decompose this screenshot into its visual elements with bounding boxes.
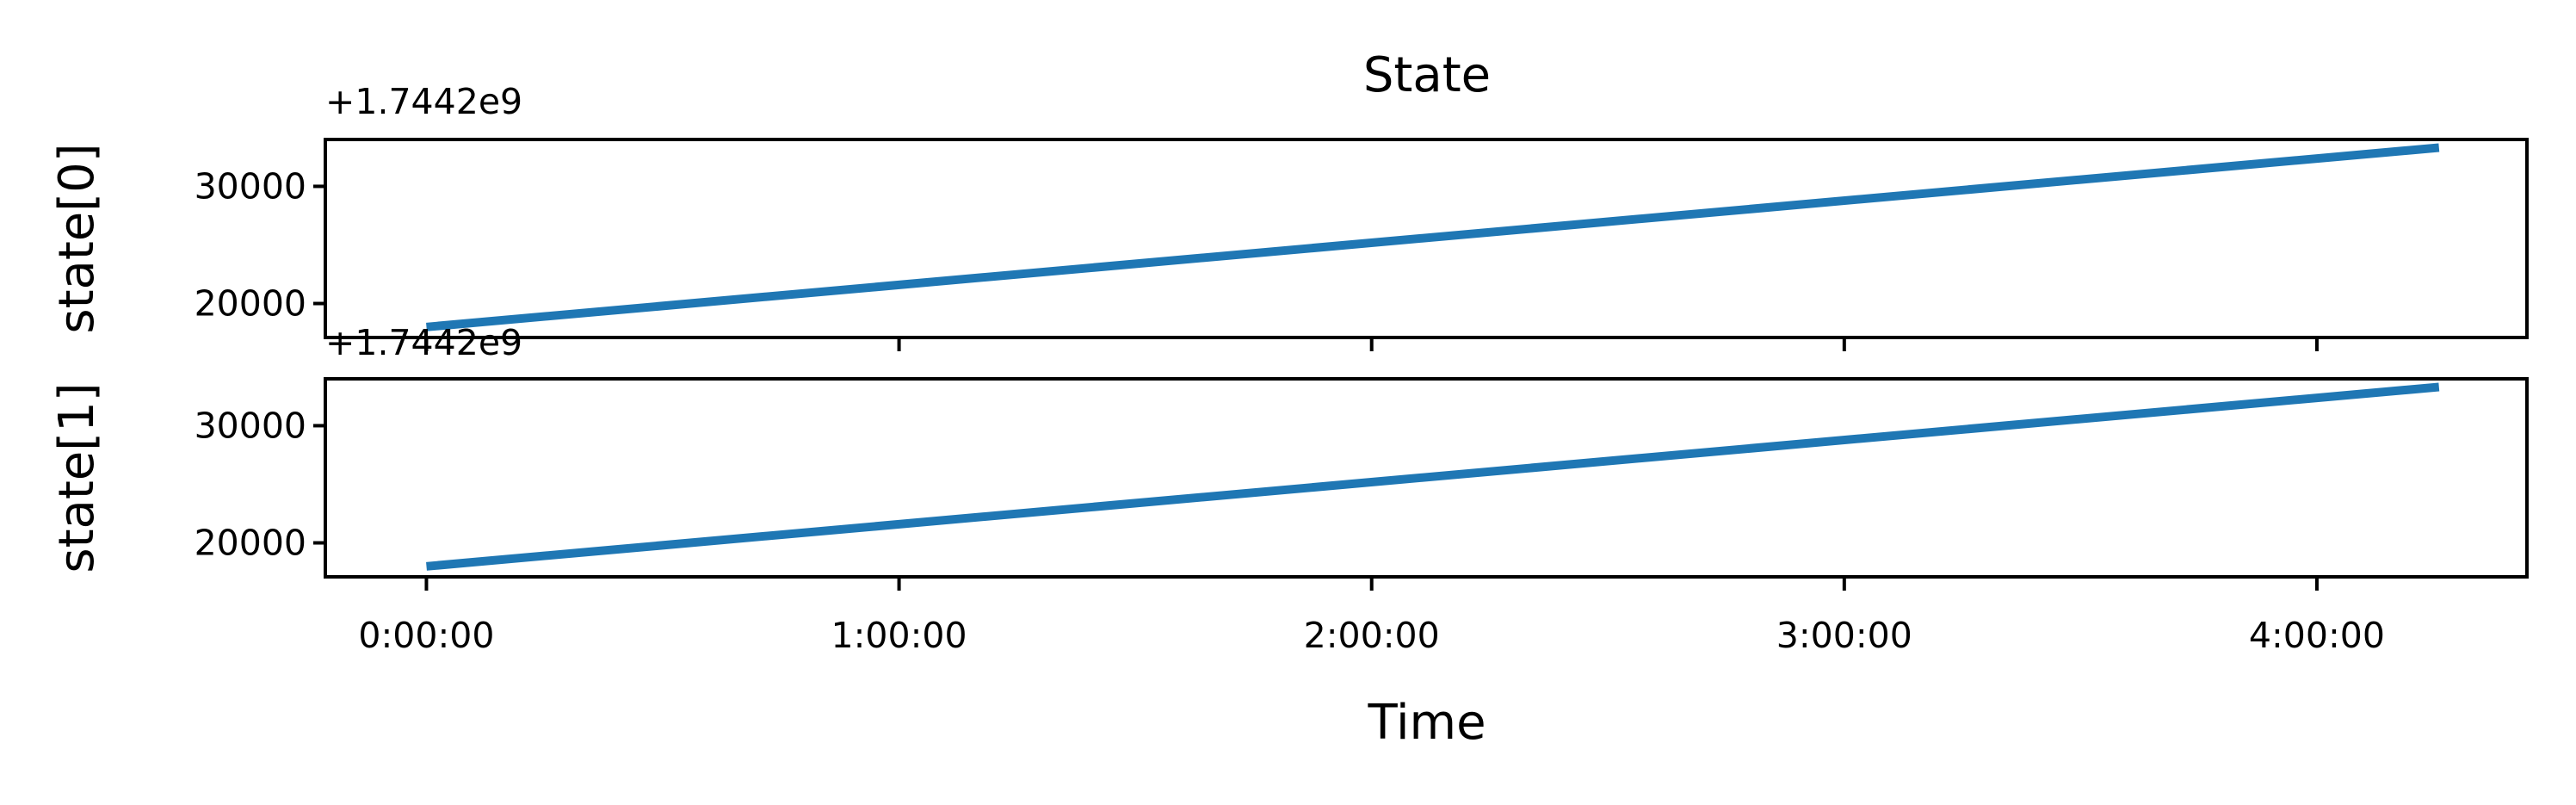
axes-frame	[324, 138, 2529, 339]
series-line	[426, 143, 2440, 331]
x-tick-label: 0:00:00	[358, 615, 494, 656]
y-axis-label: state[0]	[49, 143, 105, 333]
x-tick-label: 1:00:00	[831, 615, 967, 656]
y-tick-label: 30000	[195, 405, 306, 446]
series-line	[426, 382, 2440, 571]
y-tick-label: 20000	[195, 283, 306, 325]
x-tick-label: 2:00:00	[1304, 615, 1440, 656]
x-tick-label: 3:00:00	[1776, 615, 1912, 656]
y-tick-label: 20000	[195, 523, 306, 564]
axes-frame	[324, 377, 2529, 579]
subplot-state-1: 20000 30000 0:00:00 1:00:00 2:00:00 3:00:00 4:…	[49, 322, 2529, 656]
chart-title: State	[1363, 47, 1491, 103]
y-offset-label: +1.7442e9	[325, 322, 522, 363]
x-tick-label: 4:00:00	[2249, 615, 2385, 656]
x-axis-label: Time	[1367, 695, 1486, 751]
y-tick-label: 30000	[195, 165, 306, 207]
y-axis-label: state[1]	[49, 382, 105, 573]
subplot-state-0: 20000 30000 +1.7442e9 state[0]	[49, 81, 2529, 351]
y-offset-label: +1.7442e9	[325, 81, 522, 122]
